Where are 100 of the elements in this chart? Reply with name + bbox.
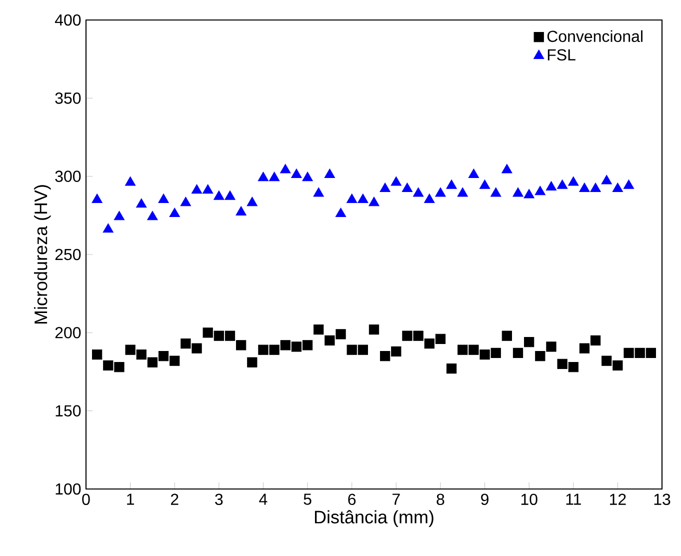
point bbox=[623, 180, 634, 189]
point bbox=[280, 340, 290, 350]
point bbox=[568, 176, 579, 186]
point bbox=[601, 174, 612, 184]
point bbox=[346, 344, 357, 355]
point bbox=[502, 330, 512, 341]
point bbox=[324, 335, 335, 346]
x-tick-label: 4 bbox=[259, 494, 268, 505]
x-tick-label: 13 bbox=[654, 494, 670, 506]
point bbox=[490, 348, 501, 358]
point bbox=[368, 196, 380, 206]
point bbox=[402, 182, 413, 192]
point bbox=[202, 184, 214, 194]
point bbox=[546, 342, 556, 352]
y-tick-label: 250 bbox=[55, 248, 81, 260]
point bbox=[336, 329, 346, 340]
point bbox=[579, 343, 590, 354]
point bbox=[502, 164, 512, 174]
point bbox=[280, 164, 291, 174]
point bbox=[612, 182, 624, 192]
point bbox=[180, 338, 191, 349]
point bbox=[224, 330, 236, 341]
point bbox=[291, 168, 302, 178]
point bbox=[435, 187, 446, 197]
x-tick-label: 2 bbox=[170, 494, 178, 505]
point bbox=[590, 182, 601, 192]
point bbox=[624, 348, 634, 358]
point bbox=[457, 187, 468, 197]
point bbox=[535, 351, 546, 362]
point bbox=[92, 194, 102, 203]
point bbox=[368, 324, 380, 335]
point bbox=[446, 364, 457, 374]
point bbox=[247, 357, 258, 368]
point bbox=[602, 356, 612, 366]
point bbox=[314, 324, 324, 335]
point bbox=[380, 351, 390, 362]
point bbox=[646, 348, 656, 358]
y-tick-label: 300 bbox=[55, 170, 81, 182]
point bbox=[579, 182, 590, 192]
y-tick-label: 200 bbox=[55, 326, 81, 338]
point bbox=[435, 334, 446, 344]
point bbox=[169, 208, 180, 218]
point bbox=[114, 362, 124, 372]
legend-label: Convencional bbox=[547, 30, 642, 42]
y-tick-label: 150 bbox=[56, 405, 81, 416]
x-tick-label: 7 bbox=[392, 494, 400, 505]
point bbox=[468, 168, 480, 178]
point bbox=[380, 182, 390, 192]
y-axis-title: Microdureza (HV) bbox=[34, 185, 51, 324]
x-tick-label: 5 bbox=[304, 494, 312, 505]
point bbox=[480, 349, 490, 360]
x-tick-label: 11 bbox=[566, 494, 581, 505]
point bbox=[246, 196, 258, 206]
point bbox=[147, 357, 158, 368]
point bbox=[136, 198, 147, 208]
point bbox=[258, 172, 269, 182]
point bbox=[236, 340, 246, 350]
point bbox=[413, 330, 424, 341]
x-axis-title: Distância (mm) bbox=[314, 510, 434, 528]
point bbox=[313, 187, 324, 197]
point bbox=[268, 172, 280, 182]
point bbox=[391, 346, 402, 356]
point bbox=[124, 176, 136, 186]
point bbox=[180, 196, 192, 206]
point bbox=[125, 344, 136, 355]
point bbox=[191, 184, 202, 194]
point bbox=[568, 362, 578, 372]
point bbox=[214, 190, 224, 200]
point bbox=[490, 187, 502, 197]
point bbox=[556, 180, 568, 189]
point bbox=[158, 194, 169, 203]
point bbox=[170, 356, 180, 366]
point bbox=[524, 188, 534, 198]
point bbox=[358, 194, 368, 203]
point bbox=[302, 172, 313, 182]
point bbox=[424, 194, 435, 203]
point bbox=[202, 328, 213, 338]
x-tick-label: 3 bbox=[215, 494, 223, 506]
point bbox=[224, 190, 236, 200]
point bbox=[114, 210, 125, 220]
point bbox=[92, 349, 102, 360]
point bbox=[390, 176, 402, 186]
point bbox=[358, 344, 368, 355]
y-tick-label: 400 bbox=[54, 14, 81, 26]
x-tick-label: 6 bbox=[348, 494, 356, 506]
x-tick-label: 0 bbox=[82, 494, 90, 506]
point bbox=[557, 358, 568, 369]
point bbox=[324, 168, 336, 178]
point bbox=[412, 187, 424, 197]
point bbox=[512, 348, 524, 358]
point bbox=[147, 210, 158, 220]
point bbox=[534, 186, 546, 196]
point bbox=[258, 344, 268, 355]
point bbox=[236, 206, 246, 216]
x-tick-label: 10 bbox=[521, 494, 538, 506]
point bbox=[590, 335, 601, 346]
point bbox=[479, 180, 490, 189]
point bbox=[446, 180, 457, 189]
y-tick-label: 100 bbox=[56, 483, 81, 495]
point bbox=[458, 344, 468, 355]
